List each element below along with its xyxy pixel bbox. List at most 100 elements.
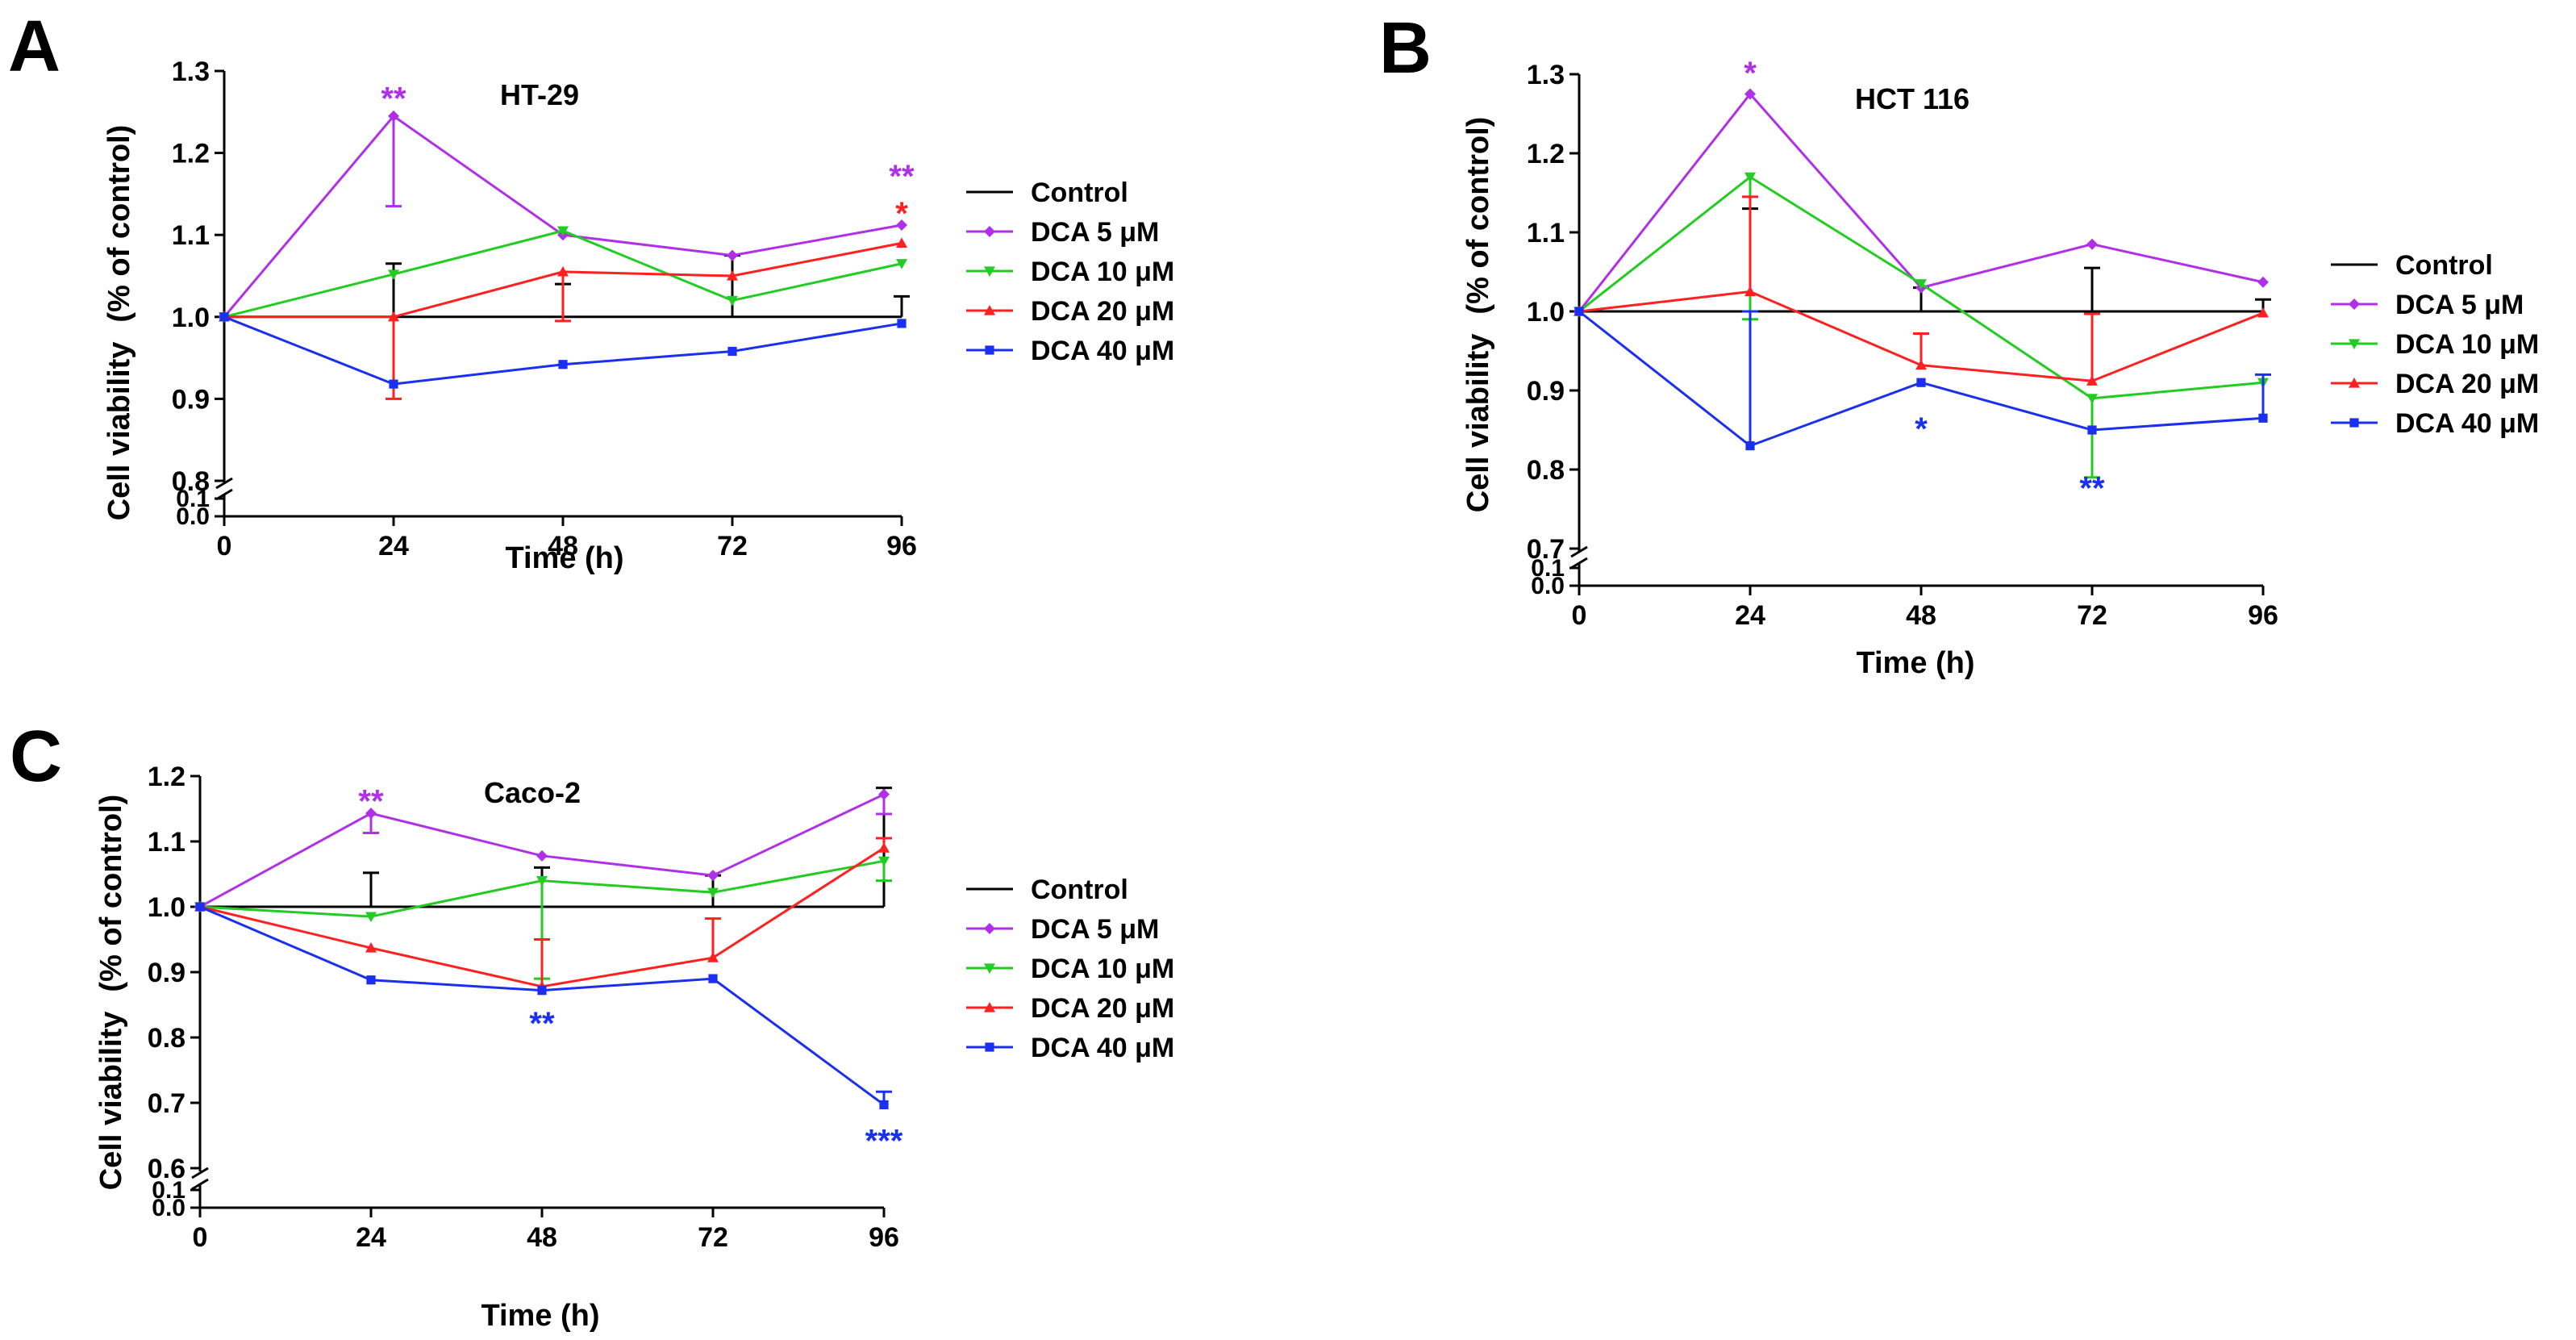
data-point (878, 842, 890, 853)
legend-label: Control (1031, 875, 1128, 905)
axis-break-mark (191, 1178, 209, 1191)
plot-area: 0.70.80.91.01.11.21.30.10.00 24 48 72 96**** (1527, 56, 2278, 631)
axis-break-mark (1570, 557, 1588, 570)
legend-item-dca-40-um: DCA 40 μM (966, 336, 1174, 366)
y-tick-label: 0.1 (1531, 555, 1565, 582)
data-point (727, 270, 738, 281)
series-dca-20-um (219, 237, 907, 400)
legend-label: DCA 10 μM (1031, 257, 1174, 287)
legend-label: Control (2395, 250, 2493, 281)
panel-letter: A (8, 6, 60, 87)
panel-letter: C (10, 716, 62, 797)
x-tick-label: 0 (217, 531, 232, 561)
y-axis-label: Cell viability (% of control) (94, 795, 128, 1191)
legend-marker (984, 963, 995, 974)
data-point (388, 110, 399, 122)
data-point (2086, 394, 2098, 404)
legend-label: DCA 10 μM (1031, 954, 1174, 984)
significance-annotation: * (1744, 56, 1757, 91)
data-point (388, 269, 399, 280)
data-point (727, 346, 737, 357)
legend-item-dca-5-um: DCA 5 μM (966, 914, 1159, 945)
x-tick-label: 24 (378, 531, 409, 561)
panel-b: B HCT 116 Cell viability (% of control) T… (1379, 8, 2539, 680)
y-tick-label: 1.0 (1527, 297, 1565, 328)
chart-title: Caco-2 (484, 776, 581, 809)
legend-label: DCA 5 μM (2395, 290, 2524, 320)
legend-label: DCA 10 μM (2395, 329, 2539, 360)
y-tick-label: 0.9 (172, 384, 210, 415)
panel-c: C Caco-2 Cell viability (% of control) Ti… (10, 716, 1174, 1333)
y-tick-label: 0.8 (1527, 455, 1565, 486)
legend-item-dca-5-um: DCA 5 μM (2331, 290, 2524, 320)
data-point (727, 295, 738, 307)
data-point (707, 870, 719, 882)
data-point (557, 226, 569, 237)
y-tick-label: 0.0 (152, 1195, 185, 1221)
y-axis-label-main: Cell viability (102, 342, 136, 521)
series-dca-40-um (1574, 307, 2271, 451)
significance-annotation: ** (2079, 471, 2105, 507)
significance-annotation: * (895, 196, 908, 232)
data-point (388, 311, 399, 322)
significance-annotation: ** (529, 1006, 555, 1042)
plot-area: 0.80.91.01.11.21.30.10.00 24 48 72 96***** (172, 56, 917, 561)
data-point (2087, 425, 2097, 435)
legend-label: DCA 5 μM (1031, 217, 1159, 248)
y-tick-label: 0.0 (176, 503, 210, 530)
significance-annotation: * (1915, 411, 1928, 447)
legend-label: DCA 20 μM (1031, 993, 1174, 1024)
legend-item-dca-5-um: DCA 5 μM (966, 217, 1159, 248)
legend-item-dca-10-um: DCA 10 μM (2331, 329, 2539, 360)
significance-annotation: *** (865, 1124, 903, 1159)
data-point (897, 319, 907, 328)
legend-item-dca-10-um: DCA 10 μM (966, 954, 1174, 984)
legend-label: DCA 5 μM (1031, 914, 1159, 945)
series-dca-40-um (195, 902, 892, 1110)
significance-annotation: ** (381, 81, 406, 117)
x-tick-label: 24 (1735, 600, 1765, 631)
x-tick-label: 0 (193, 1222, 208, 1253)
x-tick-label: 48 (548, 531, 578, 561)
y-tick-label: 1.3 (172, 56, 210, 87)
data-point (1574, 307, 1584, 316)
legend-label: DCA 40 μM (1031, 1033, 1174, 1063)
legend: Control DCA 5 μM DCA 10 μM DCA 20 μM DCA 40 … (2331, 250, 2539, 439)
y-axis-label-main: Cell viability (94, 1012, 128, 1191)
legend-label: DCA 40 μM (1031, 336, 1174, 366)
axis-break-mark (1570, 545, 1588, 558)
legend-item-control: Control (966, 875, 1128, 905)
x-tick-label: 24 (356, 1222, 386, 1253)
panel-a: A HT-29 Cell viability (% of control) Tim… (8, 6, 1174, 575)
data-point (366, 975, 376, 985)
y-axis-label-sub: (% of control) (1461, 117, 1495, 315)
data-point (708, 974, 718, 983)
y-axis-label-sub: (% of control) (94, 795, 128, 992)
data-point (195, 902, 205, 912)
data-point (389, 379, 398, 389)
legend-marker (984, 923, 995, 934)
legend-label: DCA 40 μM (2395, 408, 2539, 439)
data-point (1915, 359, 1927, 370)
significance-annotation: ** (358, 783, 384, 819)
plot-area: 0.60.70.80.91.01.11.20.10.00 24 48 72 96****… (148, 762, 903, 1253)
legend-item-dca-20-um: DCA 20 μM (966, 993, 1174, 1024)
data-point (219, 312, 229, 322)
y-axis-label-main: Cell viability (1461, 334, 1495, 513)
data-point (2257, 307, 2269, 318)
legend: Control DCA 5 μM DCA 10 μM DCA 20 μM DCA 40 … (966, 177, 1174, 366)
y-axis-label: Cell viability (% of control) (1461, 117, 1495, 513)
x-axis-label: Time (h) (481, 1299, 599, 1333)
legend-item-control: Control (966, 177, 1128, 208)
y-tick-label: 0.9 (1527, 376, 1565, 407)
y-tick-label: 0.8 (148, 1023, 185, 1054)
series-dca-40-um (219, 312, 907, 389)
data-point (2086, 238, 2098, 250)
legend-label: Control (1031, 177, 1128, 208)
y-axis-label-sub: (% of control) (102, 125, 136, 323)
data-point (1915, 279, 1927, 290)
legend-item-dca-40-um: DCA 40 μM (2331, 408, 2539, 439)
x-axis-label: Time (h) (505, 541, 623, 575)
legend-item-control: Control (2331, 250, 2493, 281)
y-tick-label: 1.2 (1527, 139, 1565, 169)
